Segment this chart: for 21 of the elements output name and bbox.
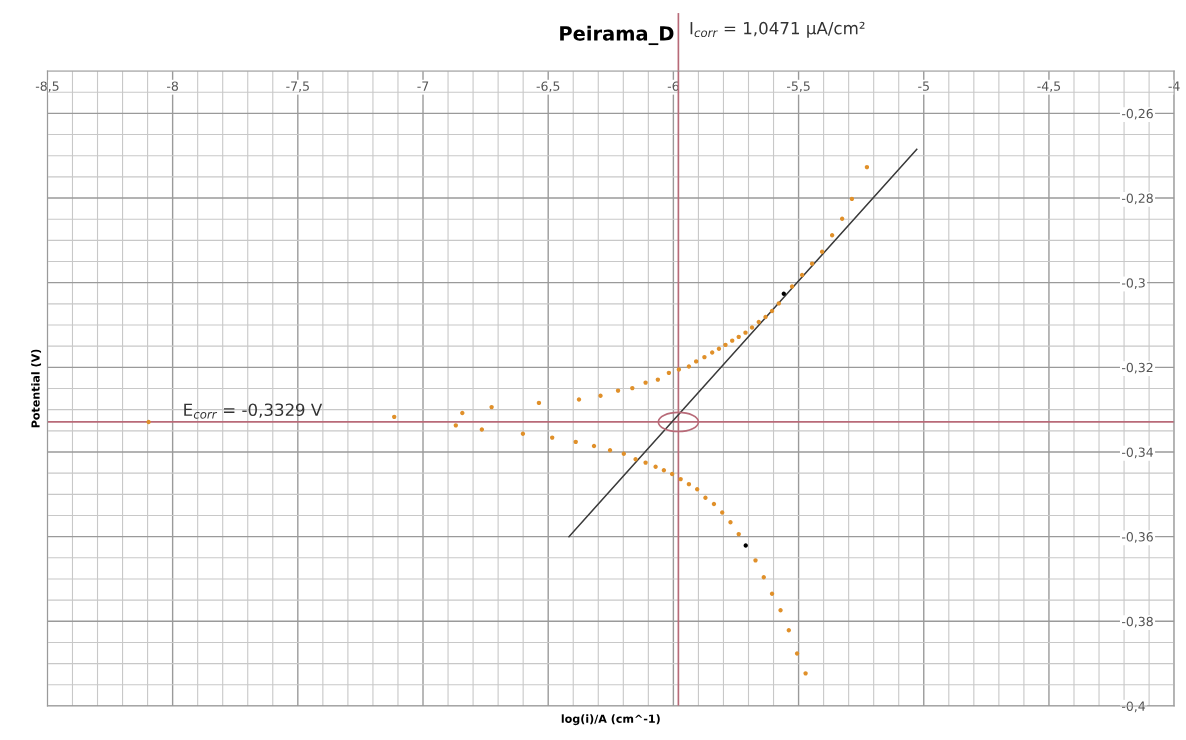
y-tick-label: -0,36 — [1121, 532, 1153, 543]
y-tick-label: -0,38 — [1121, 616, 1153, 628]
x-tick-label: -5 — [918, 81, 929, 91]
x-tick-label: -6,5 — [536, 81, 560, 93]
y-axis-title: Potential (V) — [31, 349, 42, 428]
y-tick-label: -0,34 — [1121, 447, 1153, 459]
chart-title: Peirama_D — [560, 25, 674, 46]
ref-line-label: E$_{corr}$ = -0,3329 V — [184, 403, 323, 419]
y-tick-label: -0,26 — [1121, 108, 1153, 120]
x-tick-label: -4 — [1168, 81, 1180, 91]
x-tick-label: -7 — [417, 81, 429, 91]
x-tick-label: -4,5 — [1037, 81, 1061, 93]
x-tick-label: -5,5 — [786, 81, 810, 93]
ref-line-label: I$_{corr}$ = 1,0471 µA/cm² — [690, 21, 865, 38]
x-tick-label: -8 — [167, 81, 179, 91]
y-tick-label: -0,32 — [1121, 362, 1153, 374]
x-tick-label: -7,5 — [286, 81, 309, 93]
x-axis-title: log(i)/A (cm^-1) — [561, 714, 660, 726]
y-tick-label: -0,3 — [1121, 278, 1145, 289]
y-tick-label: -0,4 — [1121, 701, 1146, 713]
y-tick-label: -0,28 — [1121, 193, 1153, 205]
